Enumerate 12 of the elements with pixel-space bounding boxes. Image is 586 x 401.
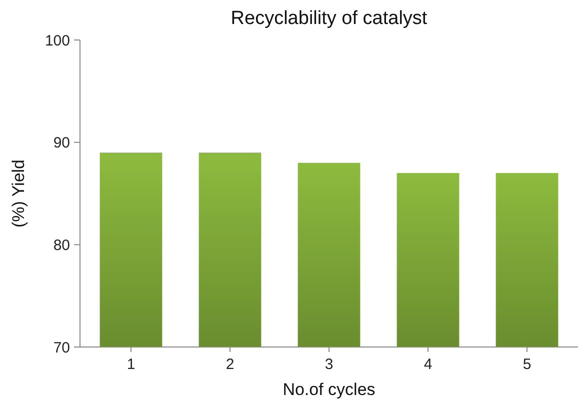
chart-title: Recyclability of catalyst [230, 8, 428, 29]
y-tick-label: 80 [53, 236, 70, 254]
x-tick-label: 2 [226, 356, 234, 373]
x-tick-label: 4 [424, 356, 432, 373]
y-tick-label: 100 [44, 32, 70, 50]
x-axis-title: No.of cycles [282, 380, 376, 399]
y-tick-label: 70 [53, 339, 70, 356]
x-tick-label: 1 [126, 356, 136, 373]
x-tick-label: 5 [522, 356, 532, 373]
y-tick-label: 90 [53, 134, 70, 152]
x-tick-label: 3 [324, 356, 334, 373]
y-axis-title: (%) Yield [9, 159, 28, 228]
